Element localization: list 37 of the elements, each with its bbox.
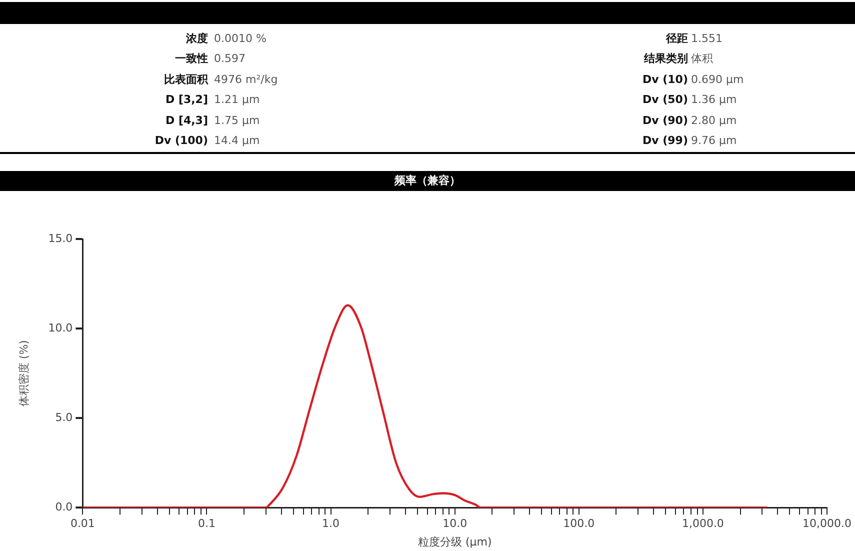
y-tick-label: 10.0 [48,321,73,334]
text: 径距 [666,32,688,46]
x-tick-label: 10,000.0 [802,517,852,530]
text: 一致性 [175,52,208,66]
y-tick-label: 0.0 [55,500,73,514]
text: 体积 [691,52,713,66]
x-axis-title: 粒度分级 (μm) [418,535,492,548]
text: 4976 m²/kg [214,72,278,87]
text: 9.76 μm [691,134,737,148]
text: 比表面积 [164,72,208,87]
text: D [3,2] [165,93,208,108]
text: 结果类别 [644,52,688,66]
text: 1.75 μm [214,114,260,128]
text: 1.21 μm [214,93,260,108]
text: 1.36 μm [691,93,737,108]
x-tick-label: 0.01 [70,517,95,530]
text: 浓度 [186,32,208,46]
text: 0.597 [214,52,246,66]
text: 14.4 μm [214,134,260,148]
text: D [4,3] [165,114,208,128]
text: 0.690 μm [691,72,744,87]
x-tick-label: 1.0 [322,517,340,530]
y-tick-label: 5.0 [55,410,73,424]
x-tick-label: 0.1 [198,517,216,530]
text: Dv (100) [154,134,208,148]
y-axis-title: 体积密度 (%) [17,340,30,407]
y-tick-label: 15.0 [48,232,73,245]
text: Dv (90) [642,114,688,128]
text: Dv (99) [642,134,688,148]
text: 0.0010 % [214,32,266,46]
text: 2.80 μm [691,114,737,128]
x-tick-label: 1,000.0 [682,517,724,530]
text: Dv (10) [642,72,688,87]
x-tick-label: 10.0 [442,517,468,530]
x-tick-label: 100.0 [563,517,595,530]
text: 1.551 [691,32,722,46]
text: Dv (50) [642,93,688,108]
